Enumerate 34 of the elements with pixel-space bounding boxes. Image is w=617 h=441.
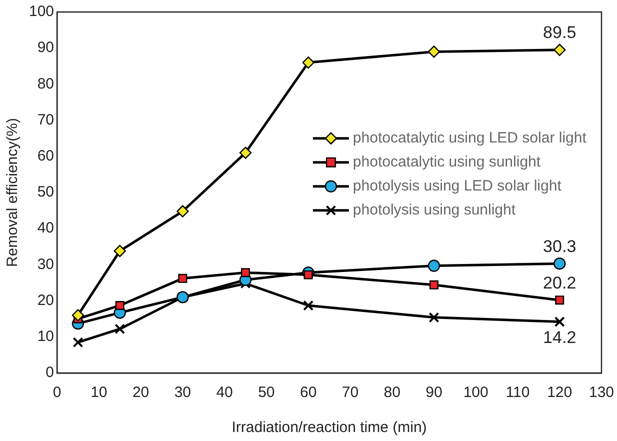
data-label: 30.3 xyxy=(543,236,576,256)
y-tick-label: 90 xyxy=(37,39,54,56)
x-tick-label: 90 xyxy=(426,384,442,402)
y-tick-label: 60 xyxy=(37,148,54,165)
data-label: 89.5 xyxy=(543,23,576,42)
x-tick-label: 110 xyxy=(506,384,530,402)
y-tick-label: 70 xyxy=(37,111,54,128)
legend-label: photolysis using LED solar light xyxy=(352,177,562,194)
y-tick-label: 10 xyxy=(37,328,54,346)
y-tick-label: 40 xyxy=(37,220,54,237)
y-axis-title: Removal efficiency(%) xyxy=(4,118,22,267)
x-tick-label: 20 xyxy=(132,384,150,402)
x-tick-label: 100 xyxy=(463,384,488,402)
legend-label: photocatalytic using LED solar light xyxy=(352,129,588,146)
x-tick-label: 120 xyxy=(547,384,572,402)
legend-label: photolysis using sunlight xyxy=(352,201,516,218)
y-tick-label: 100 xyxy=(28,3,54,20)
x-tick-label: 130 xyxy=(588,384,614,402)
x-tick-label: 10 xyxy=(90,384,108,402)
x-tick-label: 80 xyxy=(384,384,400,402)
x-tick-label: 50 xyxy=(258,384,275,402)
y-tick-label: 20 xyxy=(37,292,54,309)
y-tick-label: 30 xyxy=(37,256,54,273)
x-tick-label: 40 xyxy=(216,384,233,402)
x-tick-label: 60 xyxy=(300,384,317,402)
y-tick-label: 80 xyxy=(37,75,54,92)
data-label: 14.2 xyxy=(543,328,576,347)
x-axis-title: Irradiation/reaction time (min) xyxy=(232,419,427,436)
data-label: 20.2 xyxy=(543,273,576,292)
x-tick-label: 70 xyxy=(342,384,359,402)
x-tick-label: 30 xyxy=(174,384,192,402)
y-tick-label: 50 xyxy=(37,184,54,201)
y-tick-label: 0 xyxy=(46,364,54,382)
legend-label: photocatalytic using sunlight xyxy=(352,153,542,170)
